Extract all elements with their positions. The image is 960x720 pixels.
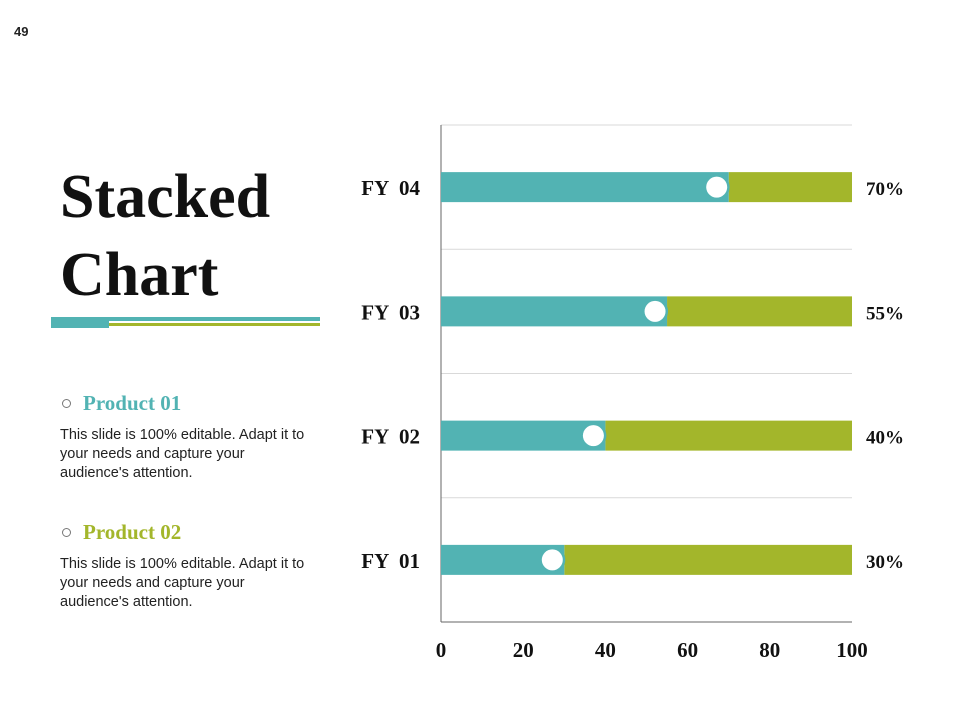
bar-product-02 <box>564 544 852 575</box>
bar-marker-dot <box>541 549 563 571</box>
x-tick-label: 80 <box>759 638 780 662</box>
category-label: FY 03 <box>361 300 420 324</box>
bar-product-01 <box>441 172 729 203</box>
data-label: 30% <box>866 552 904 573</box>
category-label: FY 02 <box>361 425 420 449</box>
x-tick-label: 100 <box>836 638 868 662</box>
slide-title-line2: Chart <box>60 241 219 309</box>
page-number: 49 <box>14 24 29 39</box>
x-tick-label: 40 <box>595 638 616 662</box>
legend-description-product-02: This slide is 100% editable. Adapt it to… <box>60 556 305 610</box>
bar-marker-dot <box>582 425 604 447</box>
bar-product-01 <box>441 420 606 451</box>
category-label: FY 01 <box>361 549 420 573</box>
x-tick-label: 60 <box>677 638 698 662</box>
bar-product-02 <box>728 172 852 203</box>
legend-item-product-02: Product 02 This slide is 100% editable. … <box>60 519 320 612</box>
title-underline-teal <box>51 317 320 321</box>
data-label: 55% <box>866 303 904 324</box>
slide-title-line1: Stacked <box>60 163 271 231</box>
category-label: FY 04 <box>361 176 420 200</box>
bullet-icon <box>62 527 71 537</box>
legend-label-product-02: Product 02 <box>83 519 182 544</box>
legend-item-product-01: Product 01 This slide is 100% editable. … <box>60 390 320 483</box>
bar-product-02 <box>667 296 852 327</box>
bar-marker-dot <box>706 176 728 198</box>
bar-product-01 <box>441 296 668 327</box>
bar-marker-dot <box>644 300 666 322</box>
slide-title: Stacked Chart <box>60 158 340 314</box>
legend-label-product-01: Product 01 <box>83 390 182 415</box>
data-label: 70% <box>866 179 904 200</box>
legend-description-product-01: This slide is 100% editable. Adapt it to… <box>60 427 305 481</box>
data-label: 40% <box>866 428 904 449</box>
title-underline-tab <box>51 321 109 328</box>
bar-product-02 <box>605 420 852 451</box>
bullet-icon <box>62 398 71 408</box>
x-tick-label: 20 <box>513 638 534 662</box>
title-underline-green <box>109 323 320 326</box>
x-tick-label: 0 <box>436 638 447 662</box>
